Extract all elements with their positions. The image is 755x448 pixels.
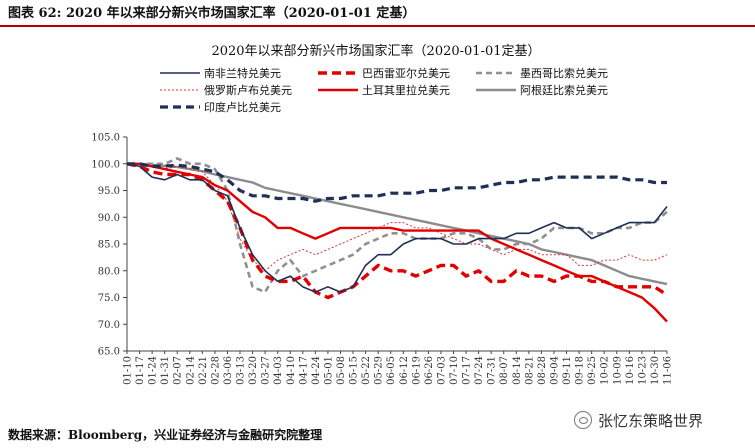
- series-line: [127, 162, 668, 323]
- legend-label: 墨西哥比索兑美元: [520, 66, 608, 80]
- x-tick-label: 01-31: [160, 356, 171, 385]
- watermark-text: 张忆东策略世界: [598, 412, 704, 430]
- x-tick-label: 05-08: [336, 356, 347, 385]
- x-tick-label: 01-10: [123, 356, 134, 385]
- y-tick-label: 80.0: [98, 266, 120, 277]
- x-tick-label: 05-01: [323, 356, 334, 385]
- x-tick-label: 05-29: [374, 356, 385, 385]
- x-tick-label: 03-20: [248, 356, 259, 385]
- x-tick-label: 04-24: [311, 356, 322, 385]
- series-line: [126, 163, 668, 293]
- y-tick-label: 100.0: [91, 159, 120, 170]
- x-tick-label: 10-09: [612, 356, 623, 385]
- x-tick-label: 07-17: [462, 356, 473, 385]
- y-tick-label: 105.0: [91, 133, 120, 144]
- y-tick-label: 75.0: [98, 293, 120, 304]
- x-tick-label: 10-02: [600, 356, 611, 385]
- x-tick-label: 06-05: [386, 356, 397, 385]
- x-tick-label: 03-13: [236, 356, 247, 385]
- x-tick-label: 06-19: [411, 356, 422, 385]
- x-tick-label: 10-30: [650, 356, 661, 385]
- x-tick-label: 09-11: [562, 356, 573, 385]
- x-tick-label: 08-14: [512, 356, 523, 385]
- y-tick-label: 95.0: [98, 186, 120, 197]
- x-tick-label: 06-26: [424, 356, 435, 385]
- source-note: 数据来源：Bloomberg，兴业证券经济与金融研究院整理: [8, 428, 323, 442]
- x-tick-label: 02-21: [198, 356, 209, 385]
- figure-caption: 图表 62: 2020 年以来部分新兴市场国家汇率（2020-01-01 定基）: [8, 6, 416, 21]
- x-tick-label: 02-07: [173, 356, 184, 385]
- wechat-icon: [574, 411, 592, 429]
- x-tick-label: 09-04: [549, 356, 560, 385]
- y-tick-label: 70.0: [98, 320, 120, 331]
- x-tick-label: 04-10: [286, 356, 297, 385]
- legend-label: 阿根廷比索兑美元: [520, 83, 608, 97]
- x-tick-label: 07-31: [487, 356, 498, 385]
- x-tick-label: 02-14: [185, 356, 196, 385]
- legend-label: 巴西雷亚尔兑美元: [362, 66, 450, 80]
- x-tick-label: 07-03: [436, 356, 447, 385]
- x-tick-label: 05-22: [361, 356, 372, 385]
- chart-title: 2020年以来部分新兴市场国家汇率（2020-01-01定基）: [211, 43, 540, 59]
- x-tick-label: 07-24: [474, 356, 485, 385]
- legend-label: 印度卢比兑美元: [204, 100, 281, 114]
- x-tick-label: 05-15: [349, 356, 360, 385]
- legend-label: 南非兰特兑美元: [204, 66, 281, 80]
- watermark: 张忆东策略世界: [574, 410, 752, 432]
- x-tick-label: 06-12: [399, 356, 410, 385]
- x-tick-label: 02-28: [210, 356, 221, 385]
- x-tick-label: 08-07: [499, 356, 510, 385]
- series-line: [127, 162, 667, 203]
- y-tick-label: 90.0: [98, 213, 120, 224]
- legend-label: 土耳其里拉兑美元: [362, 83, 450, 97]
- y-tick-label: 65.0: [98, 347, 120, 358]
- x-tick-label: 08-21: [524, 356, 535, 385]
- series-lines: [126, 157, 668, 323]
- x-tick-label: 09-18: [575, 356, 586, 385]
- legend-label: 俄罗斯卢布兑美元: [204, 83, 292, 97]
- x-tick-label: 03-06: [223, 356, 234, 385]
- x-tick-label: 08-28: [537, 356, 548, 385]
- x-tick-label: 01-17: [135, 356, 146, 385]
- caption-underline: [0, 25, 755, 27]
- x-tick-label: 11-06: [663, 356, 674, 385]
- x-tick-label: 01-24: [148, 356, 159, 385]
- x-tick-label: 07-10: [449, 356, 460, 385]
- y-tick-label: 85.0: [98, 240, 120, 251]
- x-tick-label: 04-03: [273, 356, 284, 385]
- x-tick-label: 10-16: [625, 356, 636, 385]
- x-tick-label: 03-27: [261, 356, 272, 385]
- x-tick-label: 09-25: [587, 356, 598, 385]
- axes: 105.0100.095.090.085.080.075.070.065.001…: [91, 133, 673, 385]
- x-tick-label: 10-23: [637, 356, 648, 385]
- x-tick-label: 04-17: [298, 356, 309, 385]
